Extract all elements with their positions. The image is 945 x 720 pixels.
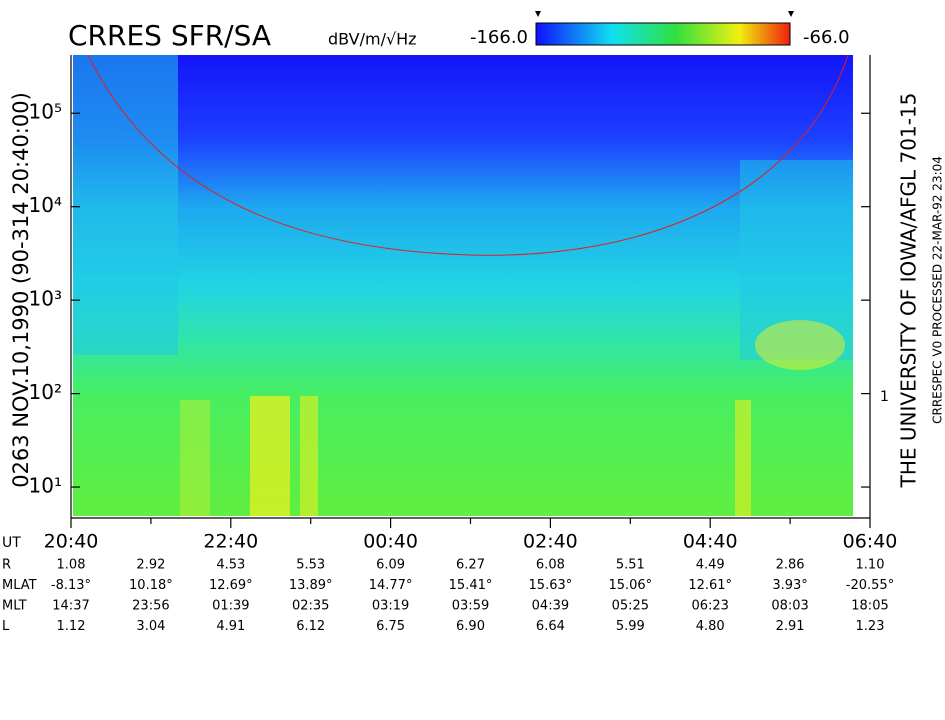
colorbar-min-label: -166.0 (470, 27, 528, 48)
ephemeris-row-label: R (2, 558, 11, 573)
ephemeris-value: 2.92 (136, 558, 165, 573)
ephemeris-value: 12.69° (209, 578, 253, 593)
x-tick-label: 06:40 (843, 531, 898, 553)
colorbar (535, 22, 791, 46)
ephemeris-value: 15.06° (608, 578, 652, 593)
ephemeris-value: 13.89° (289, 578, 333, 593)
ephemeris-value: 6.90 (456, 619, 485, 634)
x-tick-label: 00:40 (363, 531, 418, 553)
x-axis-label: UT (2, 535, 21, 551)
ephemeris-value: -8.13° (51, 578, 91, 593)
ephemeris-value: 4.80 (696, 619, 725, 634)
colorbar-unit: dBV/m/√Hz (328, 30, 417, 49)
ephemeris-value: 03:19 (372, 599, 409, 614)
colorbar-markers (535, 11, 794, 17)
spectrogram (73, 54, 853, 516)
y-tick-label: 10³ (29, 287, 62, 311)
side-text-right: THE UNIVERSITY OF IOWA/AFGL 701-15 (897, 93, 921, 489)
y-tick-label: 10⁵ (29, 100, 62, 124)
ephemeris-value: 10.18° (129, 578, 173, 593)
side-text-left: 0263 NOV.10,1990 (90-314 20:40:00) (9, 92, 33, 488)
ephemeris-value: 12.61° (688, 578, 732, 593)
ephemeris-value: 3.93° (772, 578, 807, 593)
ephemeris-value: 04:39 (532, 599, 569, 614)
ephemeris-value: 14:37 (52, 599, 89, 614)
ephemeris-value: 1.08 (57, 558, 86, 573)
ephemeris-value: 6.64 (536, 619, 565, 634)
spectrogram-patch (755, 320, 845, 370)
x-tick-label: 04:40 (683, 531, 738, 553)
ephemeris-value: 2.91 (776, 619, 805, 634)
chart-title: CRRES SFR/SA (68, 19, 271, 52)
ephemeris-value: 18:05 (851, 599, 888, 614)
ephemeris-value: 01:39 (212, 599, 249, 614)
ephemeris-row-label: L (2, 619, 10, 634)
ephemeris-value: 05:25 (612, 599, 649, 614)
spectrogram-streak (250, 396, 290, 516)
y-tick-label: 10⁴ (29, 193, 62, 217)
ephemeris-value: 6.09 (376, 558, 405, 573)
spectrogram-region (73, 55, 178, 355)
ephemeris-row-label: MLAT (2, 578, 37, 593)
ephemeris-value: -20.55° (846, 578, 894, 593)
x-tick-label: 02:40 (523, 531, 578, 553)
x-tick-label: 22:40 (203, 531, 258, 553)
y2-tick-label: 1 (880, 389, 889, 405)
colorbar-max-label: -66.0 (803, 27, 850, 48)
ephemeris-value: 02:35 (292, 599, 329, 614)
ephemeris-value: 1.12 (57, 619, 86, 634)
x-tick-label: 20:40 (44, 531, 99, 553)
ephemeris-value: 08:03 (771, 599, 808, 614)
spectrogram-background (73, 55, 853, 516)
y-tick-label: 10¹ (29, 474, 62, 498)
ephemeris-value: 1.23 (856, 619, 885, 634)
spectrogram-streak (735, 400, 751, 516)
ephemeris-value: 4.53 (216, 558, 245, 573)
ephemeris-value: 23:56 (132, 599, 169, 614)
ephemeris-value: 6.08 (536, 558, 565, 573)
side-text-right-small: CRRESPEC V0 PROCESSED 22-MAR-92 23:04 (931, 156, 945, 424)
ephemeris-value: 4.49 (696, 558, 725, 573)
spectrogram-streak (300, 396, 318, 516)
ephemeris-value: 15.63° (529, 578, 573, 593)
ephemeris-value: 03:59 (452, 599, 489, 614)
ephemeris-value: 4.91 (216, 619, 245, 634)
ephemeris-value: 5.51 (616, 558, 645, 573)
ephemeris-value: 14.77° (369, 578, 413, 593)
y-tick-label: 10² (29, 380, 62, 404)
ephemeris-value: 6.27 (456, 558, 485, 573)
ephemeris-value: 2.86 (776, 558, 805, 573)
ephemeris-value: 06:23 (691, 599, 728, 614)
ephemeris-value: 6.12 (296, 619, 325, 634)
ephemeris-value: 1.10 (856, 558, 885, 573)
ephemeris-row-label: MLT (2, 599, 27, 614)
ephemeris-value: 5.99 (616, 619, 645, 634)
spectrogram-streak (180, 400, 210, 516)
cyclotron-curve (87, 54, 849, 256)
ephemeris-value: 5.53 (296, 558, 325, 573)
ephemeris-value: 6.75 (376, 619, 405, 634)
ephemeris-value: 15.41° (449, 578, 493, 593)
ephemeris-value: 3.04 (136, 619, 165, 634)
